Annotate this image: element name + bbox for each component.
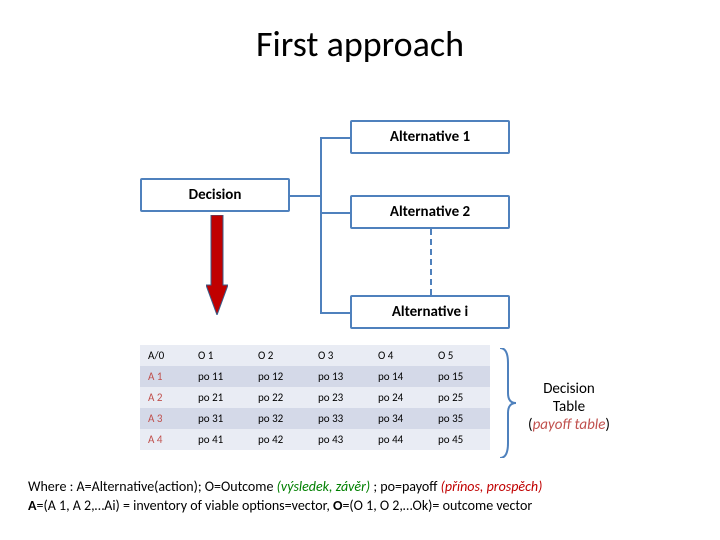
table-row: A 3po 31po 32po 33po 34po 35: [140, 408, 490, 429]
connector-vertical: [320, 137, 322, 312]
alternative-2-label: Alternative 2: [390, 203, 470, 221]
table-cell: po 23: [310, 387, 370, 408]
footer-text: Where : A=Alternative(action); O=Outcome…: [28, 478, 542, 516]
alternative-i-box: Alternative i: [350, 295, 510, 329]
alternative-1-box: Alternative 1: [350, 120, 510, 154]
table-header-cell: A/0: [140, 345, 190, 366]
table-cell: A 3: [140, 408, 190, 429]
table-caption: Decision Table (payoff table): [528, 380, 610, 434]
connector-to-alt2: [320, 212, 350, 214]
table-cell: po 13: [310, 366, 370, 387]
connector-to-alt1: [320, 137, 350, 139]
table-cell: po 25: [430, 387, 490, 408]
table-cell: po 42: [250, 429, 310, 450]
table-cell: po 31: [190, 408, 250, 429]
table-cell: A 4: [140, 429, 190, 450]
connector-to-alti: [320, 312, 350, 314]
decision-box: Decision: [140, 178, 290, 212]
table-header-cell: O 1: [190, 345, 250, 366]
caption-line1: Decision: [528, 380, 610, 398]
connector-dashed: [430, 229, 432, 295]
alternative-2-box: Alternative 2: [350, 195, 510, 229]
table-row: A 2po 21po 22po 23po 24po 25: [140, 387, 490, 408]
table-cell: po 15: [430, 366, 490, 387]
table-cell: po 45: [430, 429, 490, 450]
table-cell: A 2: [140, 387, 190, 408]
footer-line1: Where : A=Alternative(action); O=Outcome…: [28, 478, 542, 497]
table-cell: po 35: [430, 408, 490, 429]
curly-brace-icon: [498, 348, 516, 463]
table-cell: po 14: [370, 366, 430, 387]
caption-line3: (payoff table): [528, 416, 610, 434]
table-cell: A 1: [140, 366, 190, 387]
decision-label: Decision: [189, 186, 242, 204]
table-cell: po 43: [310, 429, 370, 450]
table-cell: po 32: [250, 408, 310, 429]
table-cell: po 12: [250, 366, 310, 387]
footer-line2: A=(A 1, A 2,…Ai) = inventory of viable o…: [28, 497, 542, 516]
table-cell: po 44: [370, 429, 430, 450]
table-cell: po 22: [250, 387, 310, 408]
table-row: A 4po 41po 42po 43po 44po 45: [140, 429, 490, 450]
caption-line2: Table: [528, 398, 610, 416]
table-cell: po 24: [370, 387, 430, 408]
table-row: A 1po 11po 12po 13po 14po 15: [140, 366, 490, 387]
table-header-cell: O 2: [250, 345, 310, 366]
table-cell: po 11: [190, 366, 250, 387]
table-header-cell: O 3: [310, 345, 370, 366]
table-cell: po 21: [190, 387, 250, 408]
table-cell: po 33: [310, 408, 370, 429]
table-header-cell: O 4: [370, 345, 430, 366]
table-cell: po 41: [190, 429, 250, 450]
down-arrow-icon: [206, 215, 228, 320]
connector-decision-out: [290, 195, 320, 197]
alternative-1-label: Alternative 1: [390, 128, 470, 146]
page-title: First approach: [0, 22, 720, 66]
table-header-cell: O 5: [430, 345, 490, 366]
payoff-table: A/0O 1O 2O 3O 4O 5A 1po 11po 12po 13po 1…: [140, 345, 490, 450]
alternative-i-label: Alternative i: [392, 303, 468, 321]
table-cell: po 34: [370, 408, 430, 429]
